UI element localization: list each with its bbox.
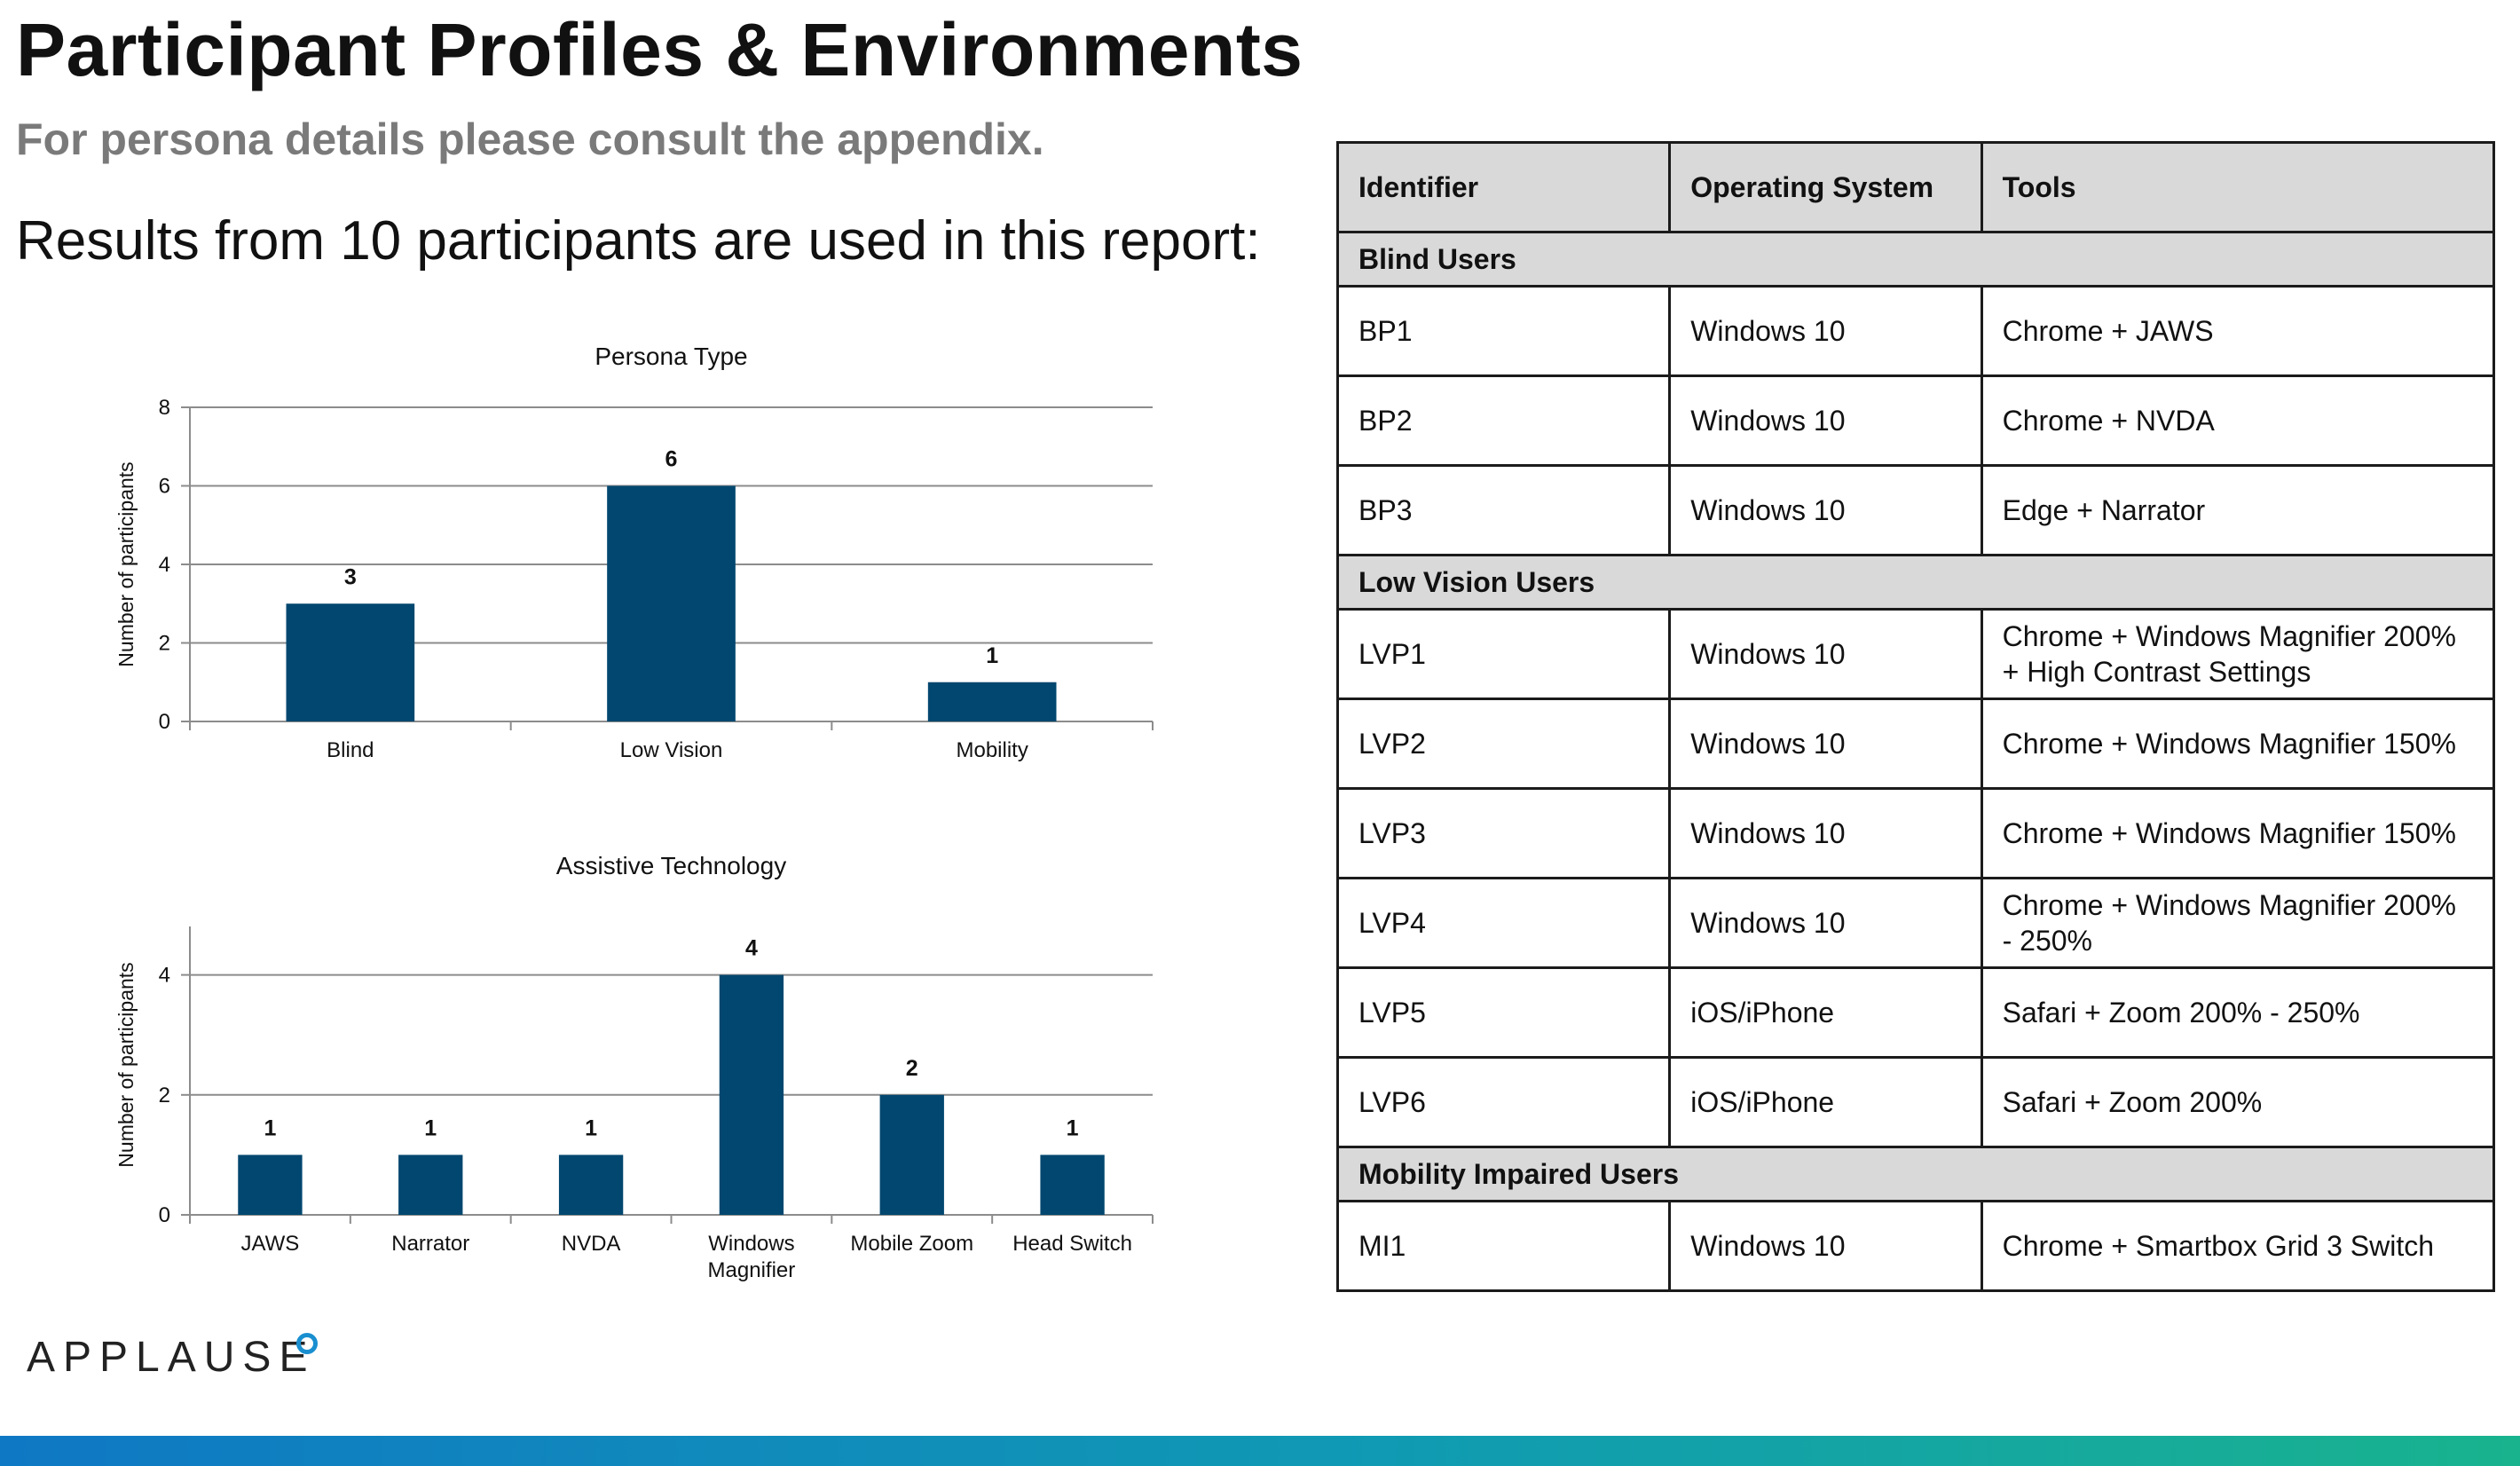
category-label-low-vision: Low Vision <box>620 738 723 762</box>
y-tick-label: 4 <box>159 553 170 577</box>
category-label-nvda: NVDA <box>562 1232 621 1256</box>
y-axis-label: Number of participants <box>114 461 138 666</box>
column-header-identifier: Identifier <box>1335 141 1672 233</box>
table-row: MI1 Windows 10 Chrome + Smartbox Grid 3 Sw… <box>1335 1200 2496 1292</box>
table-row: LVP4 Windows 10 Chrome + Windows Magnifier… <box>1335 877 2496 969</box>
column-header-operating-system: Operating System <box>1668 141 1983 233</box>
tools-cell: Chrome + Windows Magnifier 150% <box>1980 698 2496 790</box>
tools-cell: Safari + Zoom 200% - 250% <box>1980 966 2496 1059</box>
os-cell: iOS/iPhone <box>1668 966 1983 1059</box>
table-row: LVP1 Windows 10 Chrome + Windows Magnifier… <box>1335 608 2496 700</box>
data-label-head-switch: 1 <box>1067 1115 1079 1140</box>
os-cell: Windows 10 <box>1668 374 1983 467</box>
os-cell: Windows 10 <box>1668 787 1983 879</box>
category-label-narrator: Narrator <box>391 1232 469 1256</box>
y-tick-label: 2 <box>159 632 170 656</box>
applause-logo: APPLAUSE <box>27 1334 316 1381</box>
bar-mobile-zoom <box>879 1094 944 1215</box>
group-row-low-vision-users: Low Vision Users <box>1336 554 2495 611</box>
identifier-cell: LVP4 <box>1335 877 1672 969</box>
os-cell: Windows 10 <box>1668 285 1983 377</box>
identifier-cell: LVP6 <box>1335 1056 1672 1148</box>
bar-head-switch <box>1040 1155 1105 1215</box>
bar-low-vision <box>607 485 736 721</box>
y-tick-label: 6 <box>159 475 170 499</box>
table-row: LVP5 iOS/iPhone Safari + Zoom 200% - 250% <box>1335 966 2496 1059</box>
table-row: LVP6 iOS/iPhone Safari + Zoom 200% <box>1335 1056 2496 1148</box>
table-row: BP1 Windows 10 Chrome + JAWS <box>1335 285 2496 377</box>
data-label-mobility: 1 <box>986 643 998 668</box>
data-label-windows-magnifier: 4 <box>745 936 758 961</box>
data-label-low-vision: 6 <box>665 447 678 472</box>
tools-cell: Chrome + Windows Magnifier 150% <box>1980 787 2496 879</box>
table-header-row: Identifier Operating System Tools <box>1335 141 2496 233</box>
group-row-blind-users: Blind Users <box>1336 231 2495 288</box>
column-header-tools: Tools <box>1980 141 2496 233</box>
page-subtitle: For persona details please consult the a… <box>16 114 1044 164</box>
tools-cell: Chrome + Windows Magnifier 200% + High C… <box>1980 608 2496 700</box>
table-row: LVP3 Windows 10 Chrome + Windows Magnifier… <box>1335 787 2496 879</box>
identifier-cell: LVP1 <box>1335 608 1672 700</box>
category-label-mobility: Mobility <box>956 738 1028 762</box>
category-label-mobile-zoom: Mobile Zoom <box>850 1232 973 1256</box>
tools-cell: Chrome + Smartbox Grid 3 Switch <box>1980 1200 2496 1292</box>
table-row: BP2 Windows 10 Chrome + NVDA <box>1335 374 2496 467</box>
os-cell: iOS/iPhone <box>1668 1056 1983 1148</box>
y-tick-label: 0 <box>159 1203 170 1227</box>
y-axis-label: Number of participants <box>114 962 138 1167</box>
bar-mobility <box>927 682 1057 721</box>
table-row: BP3 Windows 10 Edge + Narrator <box>1335 464 2496 556</box>
tools-cell: Edge + Narrator <box>1980 464 2496 556</box>
bar-blind <box>286 603 415 721</box>
group-row-mobility-impaired-users: Mobility Impaired Users <box>1336 1146 2495 1202</box>
page-title: Participant Profiles & Environments <box>16 8 1303 91</box>
identifier-cell: MI1 <box>1335 1200 1672 1292</box>
identifier-cell: BP2 <box>1335 374 1672 467</box>
data-label-mobile-zoom: 2 <box>906 1056 918 1081</box>
y-tick-label: 2 <box>159 1084 170 1107</box>
category-label-windows-magnifier: Windows Magnifier <box>708 1232 796 1282</box>
group-label: Mobility Impaired Users <box>1336 1146 2495 1202</box>
data-label-jaws: 1 <box>264 1115 276 1140</box>
persona-type-chart: Persona Type 0 2 4 6 8 Number of participants 3… <box>114 343 1154 762</box>
bottom-gradient-bar <box>0 1436 2520 1466</box>
participants-table: Identifier Operating System Tools Blind Us… <box>1335 141 2496 1292</box>
chart-title: Assistive Technology <box>556 852 786 879</box>
bar-nvda <box>558 1155 624 1215</box>
group-label: Blind Users <box>1336 231 2495 288</box>
identifier-cell: LVP3 <box>1335 787 1672 879</box>
identifier-cell: LVP2 <box>1335 698 1672 790</box>
y-tick-label: 0 <box>159 710 170 734</box>
identifier-cell: BP1 <box>1335 285 1672 377</box>
category-label-jaws: JAWS <box>241 1232 300 1256</box>
os-cell: Windows 10 <box>1668 877 1983 969</box>
data-label-nvda: 1 <box>585 1115 597 1140</box>
identifier-cell: BP3 <box>1335 464 1672 556</box>
os-cell: Windows 10 <box>1668 608 1983 700</box>
lead-text: Results from 10 participants are used in… <box>16 210 1261 272</box>
category-label-head-switch: Head Switch <box>1012 1232 1132 1256</box>
tools-cell: Chrome + Windows Magnifier 200% - 250% <box>1980 877 2496 969</box>
bar-narrator <box>398 1155 463 1215</box>
tools-cell: Chrome + NVDA <box>1980 374 2496 467</box>
identifier-cell: LVP5 <box>1335 966 1672 1059</box>
table-row: LVP2 Windows 10 Chrome + Windows Magnifier… <box>1335 698 2496 790</box>
data-label-narrator: 1 <box>424 1115 437 1140</box>
tools-cell: Chrome + JAWS <box>1980 285 2496 377</box>
os-cell: Windows 10 <box>1668 698 1983 790</box>
logo-ring-icon <box>296 1333 318 1354</box>
y-tick-label: 4 <box>159 964 170 988</box>
chart-title: Persona Type <box>595 343 747 370</box>
assistive-technology-chart: Assistive Technology 0 2 4 Number of partici… <box>114 852 1154 1282</box>
group-label: Low Vision Users <box>1336 554 2495 611</box>
bar-windows-magnifier <box>719 974 784 1215</box>
y-tick-label: 8 <box>159 396 170 420</box>
data-label-blind: 3 <box>344 564 357 589</box>
bar-jaws <box>238 1155 303 1215</box>
tools-cell: Safari + Zoom 200% <box>1980 1056 2496 1148</box>
os-cell: Windows 10 <box>1668 1200 1983 1292</box>
category-label-blind: Blind <box>327 738 374 762</box>
os-cell: Windows 10 <box>1668 464 1983 556</box>
